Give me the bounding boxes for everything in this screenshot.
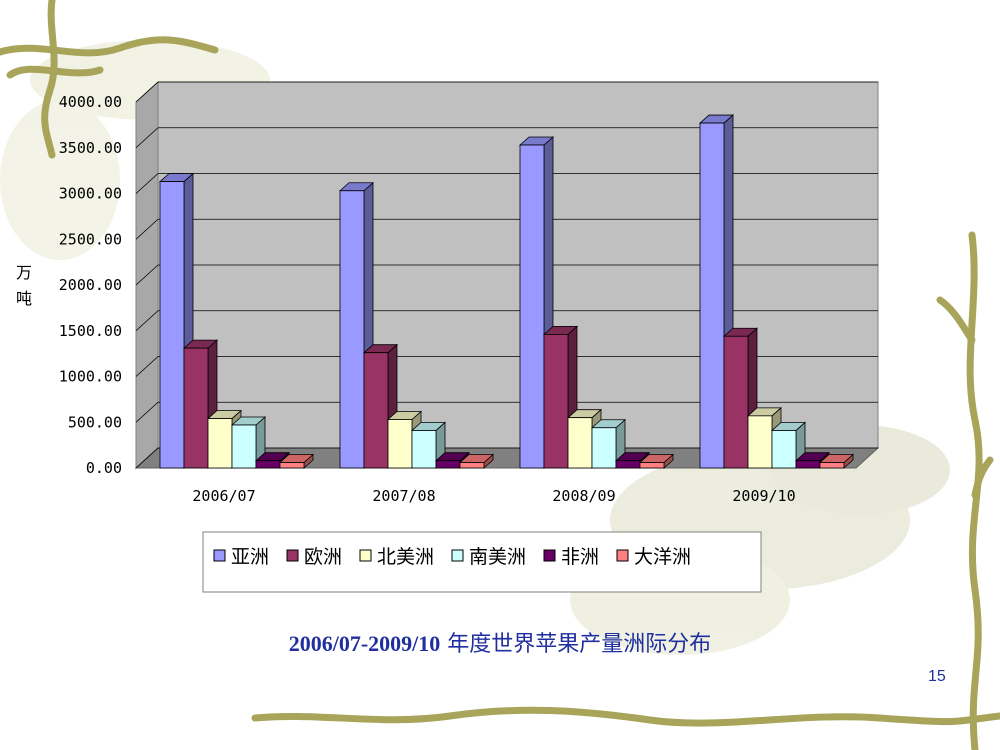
bar bbox=[590, 418, 627, 469]
bar bbox=[338, 181, 375, 469]
x-axis-tick-labels: 2006/07 2007/08 2008/09 2009/10 bbox=[192, 487, 795, 505]
legend-label: 亚洲 bbox=[231, 546, 269, 568]
bar-front bbox=[819, 462, 845, 469]
bar-front bbox=[279, 462, 305, 469]
gridline-side bbox=[135, 127, 159, 149]
y-tick-label: 1500.00 bbox=[59, 322, 122, 340]
bar-front bbox=[411, 430, 437, 469]
legend-swatch bbox=[616, 549, 629, 562]
gridline-side bbox=[135, 218, 159, 240]
y-tick-label: 2500.00 bbox=[59, 230, 122, 248]
legend-item: 北美洲 bbox=[359, 546, 434, 568]
gridline-side bbox=[135, 264, 159, 286]
bar-front bbox=[231, 424, 257, 469]
legend-label: 南美洲 bbox=[469, 546, 526, 568]
y-axis-label: 万吨 bbox=[16, 263, 32, 308]
legend-label: 大洋洲 bbox=[634, 546, 691, 568]
y-axis-label-char: 万 bbox=[16, 263, 32, 282]
bar-front bbox=[771, 430, 797, 469]
bar-front bbox=[183, 347, 209, 469]
legend-swatch bbox=[286, 549, 299, 562]
x-tick-label: 2007/08 bbox=[372, 487, 435, 505]
gridline-side bbox=[135, 173, 159, 194]
bar-front bbox=[543, 334, 569, 469]
legend-label: 欧洲 bbox=[304, 546, 342, 568]
y-tick-label: 0.00 bbox=[86, 459, 122, 477]
legend-items: 亚洲 欧洲 北美洲 南美洲 非洲 大洋洲 bbox=[213, 546, 691, 568]
y-tick-label: 3500.00 bbox=[59, 139, 122, 157]
bar bbox=[230, 416, 267, 469]
y-tick-label: 2000.00 bbox=[59, 276, 122, 294]
bar-front bbox=[699, 122, 725, 469]
legend-item: 非洲 bbox=[543, 546, 599, 568]
bar-front bbox=[747, 415, 773, 469]
bar-front bbox=[387, 419, 413, 469]
legend-swatch bbox=[359, 549, 372, 562]
vine-right bbox=[936, 231, 994, 750]
plot-area bbox=[134, 80, 880, 470]
y-tick-label: 3000.00 bbox=[59, 185, 122, 203]
bar-front bbox=[459, 462, 485, 469]
legend-item: 南美洲 bbox=[451, 546, 526, 568]
bar-front bbox=[639, 462, 665, 469]
y-tick-label: 4000.00 bbox=[59, 93, 122, 111]
bar-front bbox=[591, 427, 617, 469]
bar bbox=[278, 453, 315, 469]
y-tick-label: 1000.00 bbox=[59, 368, 122, 386]
vine-bottom bbox=[251, 706, 1000, 727]
legend: 亚洲 欧洲 北美洲 南美洲 非洲 大洋洲 bbox=[202, 531, 762, 593]
bar-front bbox=[615, 460, 641, 469]
gridline-side bbox=[135, 81, 159, 103]
legend-item: 欧洲 bbox=[286, 546, 342, 568]
legend-item: 亚洲 bbox=[213, 546, 269, 568]
bar bbox=[458, 453, 495, 469]
bar-front bbox=[363, 352, 389, 469]
legend-item: 大洋洲 bbox=[616, 546, 691, 568]
legend-swatch bbox=[451, 549, 464, 562]
page-number: 15 bbox=[928, 668, 946, 685]
legend-swatch bbox=[543, 549, 556, 562]
bar-front bbox=[519, 144, 545, 469]
bar-front bbox=[567, 417, 593, 469]
bar bbox=[818, 453, 855, 469]
bar-front bbox=[159, 181, 185, 469]
bar bbox=[542, 325, 579, 469]
bar bbox=[158, 172, 195, 469]
legend-label: 北美洲 bbox=[377, 546, 434, 568]
bars bbox=[158, 114, 855, 469]
gridline-side bbox=[135, 447, 159, 469]
bar-front bbox=[435, 460, 461, 469]
bar-front bbox=[795, 460, 821, 469]
slide-caption: 2006/07-2009/10 年度世界苹果产量洲际分布 bbox=[0, 626, 1000, 658]
x-tick-label: 2009/10 bbox=[732, 487, 795, 505]
gridline-side bbox=[135, 310, 159, 332]
bar-front bbox=[723, 335, 749, 469]
y-axis-tick-labels: 0.00 500.00 1000.00 1500.00 2000.00 2500.00 30… bbox=[59, 93, 122, 477]
legend-box bbox=[202, 531, 762, 593]
x-tick-label: 2006/07 bbox=[192, 487, 255, 505]
bar-front bbox=[339, 190, 365, 469]
caption-text: 年度世界苹果产量洲际分布 bbox=[440, 632, 712, 657]
y-axis-label-char: 吨 bbox=[16, 289, 32, 308]
bar-front bbox=[207, 418, 233, 469]
gridline-side bbox=[135, 356, 159, 377]
legend-label: 非洲 bbox=[561, 546, 599, 568]
bar bbox=[638, 453, 675, 469]
bar-front bbox=[255, 460, 281, 469]
x-tick-label: 2008/09 bbox=[552, 487, 615, 505]
y-tick-label: 500.00 bbox=[68, 413, 122, 431]
vine-top-left bbox=[0, 0, 219, 159]
legend-swatch bbox=[213, 549, 226, 562]
gridline-side bbox=[135, 401, 159, 423]
caption-range: 2006/07-2009/10 bbox=[288, 631, 441, 656]
